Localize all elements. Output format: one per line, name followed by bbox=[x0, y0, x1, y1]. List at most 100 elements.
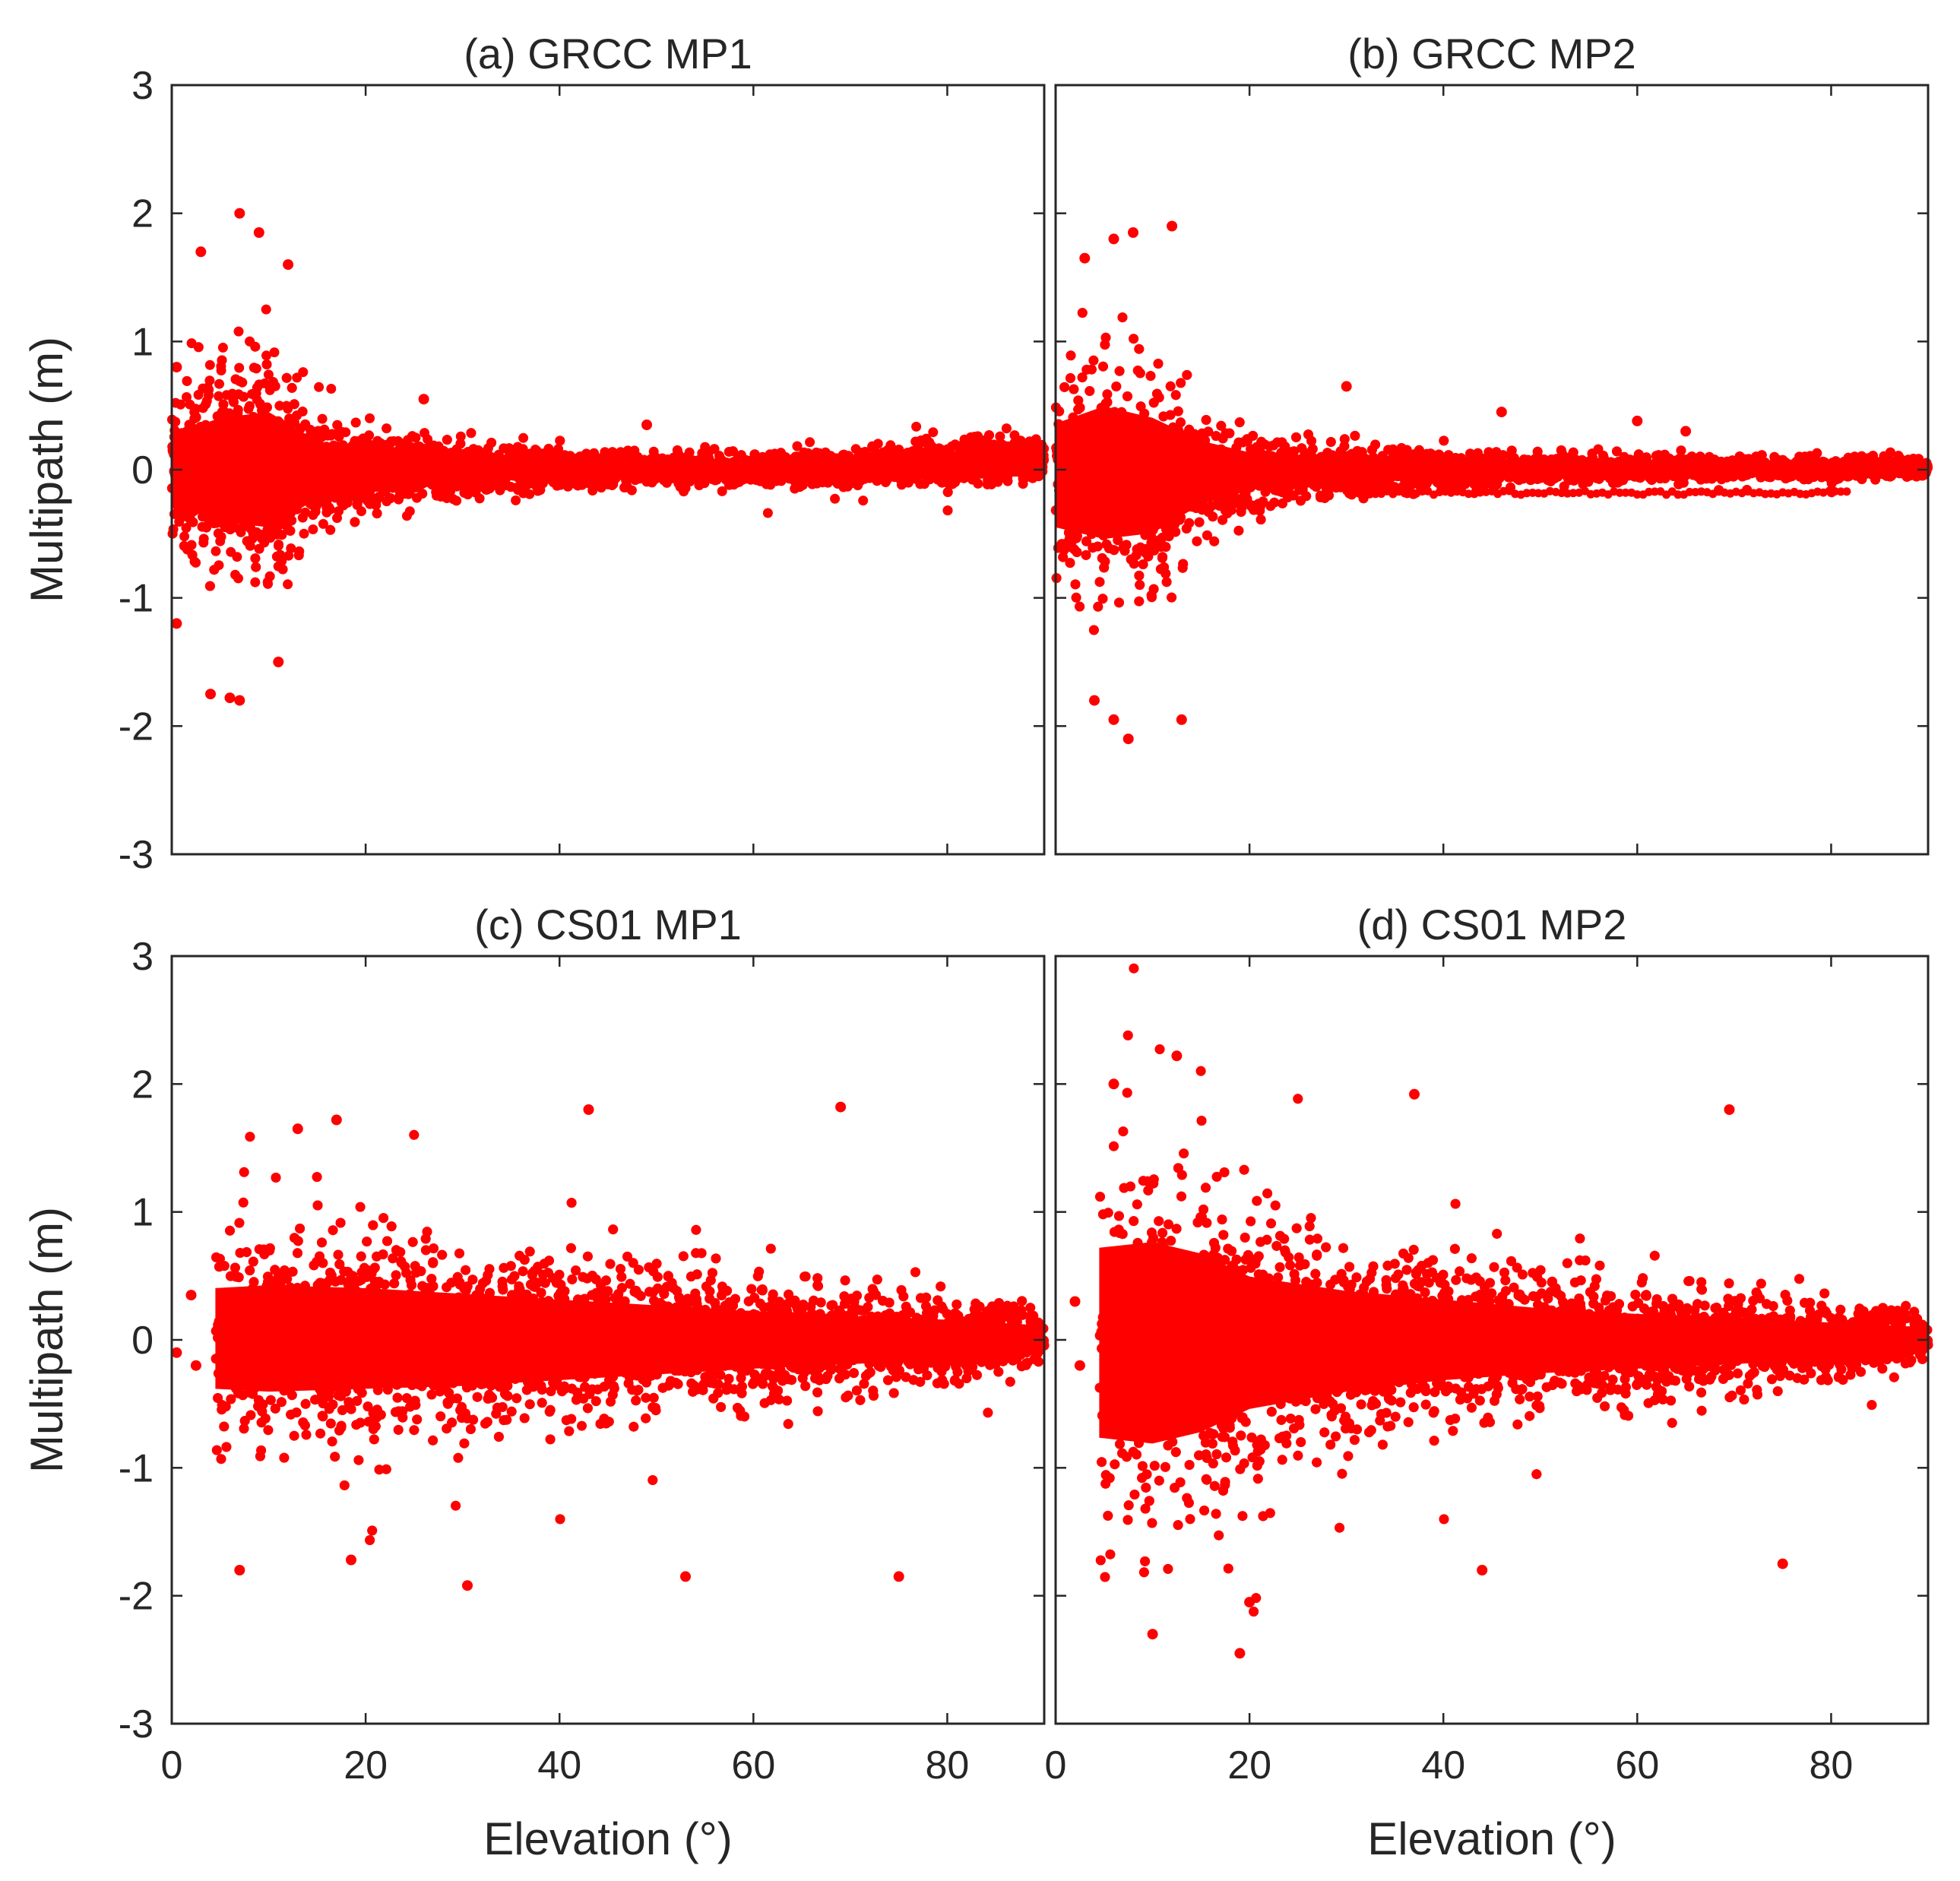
data-point bbox=[281, 372, 292, 383]
data-point bbox=[202, 382, 213, 393]
data-point bbox=[699, 478, 710, 489]
data-point bbox=[245, 336, 255, 347]
data-point bbox=[858, 496, 869, 506]
data-point bbox=[201, 399, 211, 410]
data-point bbox=[942, 505, 953, 516]
data-point bbox=[254, 543, 264, 554]
data-point bbox=[250, 577, 261, 587]
data-point bbox=[535, 485, 546, 496]
data-point bbox=[675, 482, 686, 492]
data-point bbox=[995, 431, 1005, 442]
data-point bbox=[622, 445, 633, 456]
data-point bbox=[830, 493, 841, 504]
data-point bbox=[232, 552, 242, 562]
data-point bbox=[198, 537, 209, 548]
data-point bbox=[482, 484, 492, 495]
data-point bbox=[543, 449, 553, 460]
scatter-cloud bbox=[166, 207, 1050, 706]
data-point bbox=[381, 440, 391, 451]
data-point bbox=[182, 375, 192, 386]
data-point bbox=[512, 442, 523, 452]
data-point bbox=[971, 438, 981, 448]
data-point bbox=[980, 435, 990, 445]
data-point bbox=[271, 551, 282, 562]
data-point bbox=[234, 363, 245, 373]
data-point bbox=[973, 478, 983, 489]
data-point bbox=[805, 437, 815, 448]
data-point bbox=[261, 304, 271, 315]
data-point bbox=[277, 530, 287, 540]
data-point bbox=[451, 496, 462, 506]
data-point bbox=[350, 417, 361, 428]
data-point bbox=[555, 435, 565, 446]
data-point bbox=[250, 553, 261, 564]
data-point bbox=[283, 579, 293, 590]
data-point bbox=[218, 399, 229, 410]
data-point bbox=[511, 495, 521, 505]
data-point bbox=[325, 524, 336, 535]
data-point bbox=[401, 511, 412, 521]
data-point bbox=[326, 384, 337, 394]
data-point bbox=[337, 427, 347, 437]
data-point bbox=[256, 533, 267, 543]
data-point bbox=[239, 391, 249, 402]
data-point bbox=[470, 487, 481, 498]
data-point bbox=[233, 326, 244, 337]
data-point bbox=[217, 342, 228, 353]
data-point bbox=[423, 434, 433, 445]
data-point bbox=[273, 540, 283, 551]
data-point bbox=[385, 493, 396, 503]
data-point bbox=[209, 565, 220, 575]
data-point bbox=[372, 508, 382, 519]
data-point bbox=[762, 508, 773, 518]
data-point bbox=[314, 382, 325, 392]
data-point bbox=[776, 448, 786, 458]
data-point bbox=[407, 431, 417, 442]
data-point bbox=[463, 447, 473, 458]
data-point bbox=[299, 528, 309, 539]
data-point bbox=[600, 447, 610, 458]
data-point bbox=[265, 533, 276, 543]
data-point bbox=[289, 399, 299, 410]
data-point bbox=[311, 429, 321, 439]
data-point bbox=[236, 527, 246, 537]
data-point bbox=[622, 482, 632, 492]
data-point bbox=[251, 562, 261, 572]
data-point bbox=[251, 363, 261, 374]
data-point bbox=[186, 540, 197, 550]
data-point bbox=[1001, 423, 1012, 434]
data-point bbox=[176, 399, 186, 410]
data-point bbox=[204, 359, 215, 370]
data-point bbox=[229, 397, 239, 407]
data-point bbox=[187, 549, 198, 560]
data-point bbox=[916, 435, 926, 445]
data-point bbox=[792, 441, 803, 451]
data-point bbox=[292, 372, 302, 383]
data-point bbox=[867, 442, 878, 452]
data-point bbox=[1030, 436, 1040, 447]
data-point bbox=[486, 438, 497, 448]
data-point bbox=[191, 412, 201, 423]
data-point bbox=[227, 388, 238, 399]
data-point bbox=[269, 347, 280, 358]
data-point bbox=[724, 480, 734, 490]
data-point bbox=[252, 394, 262, 405]
data-point bbox=[230, 374, 241, 385]
data-point bbox=[717, 486, 727, 496]
data-point bbox=[350, 517, 360, 527]
data-point bbox=[950, 477, 961, 487]
data-point bbox=[327, 429, 337, 439]
data-point bbox=[211, 546, 221, 556]
data-point bbox=[911, 421, 922, 432]
data-point bbox=[308, 524, 318, 534]
data-point bbox=[310, 506, 321, 517]
data-point bbox=[300, 507, 311, 518]
data-point bbox=[317, 413, 328, 424]
data-point bbox=[261, 359, 272, 369]
data-point bbox=[230, 569, 240, 580]
data-point bbox=[216, 531, 226, 542]
data-point bbox=[365, 413, 375, 423]
